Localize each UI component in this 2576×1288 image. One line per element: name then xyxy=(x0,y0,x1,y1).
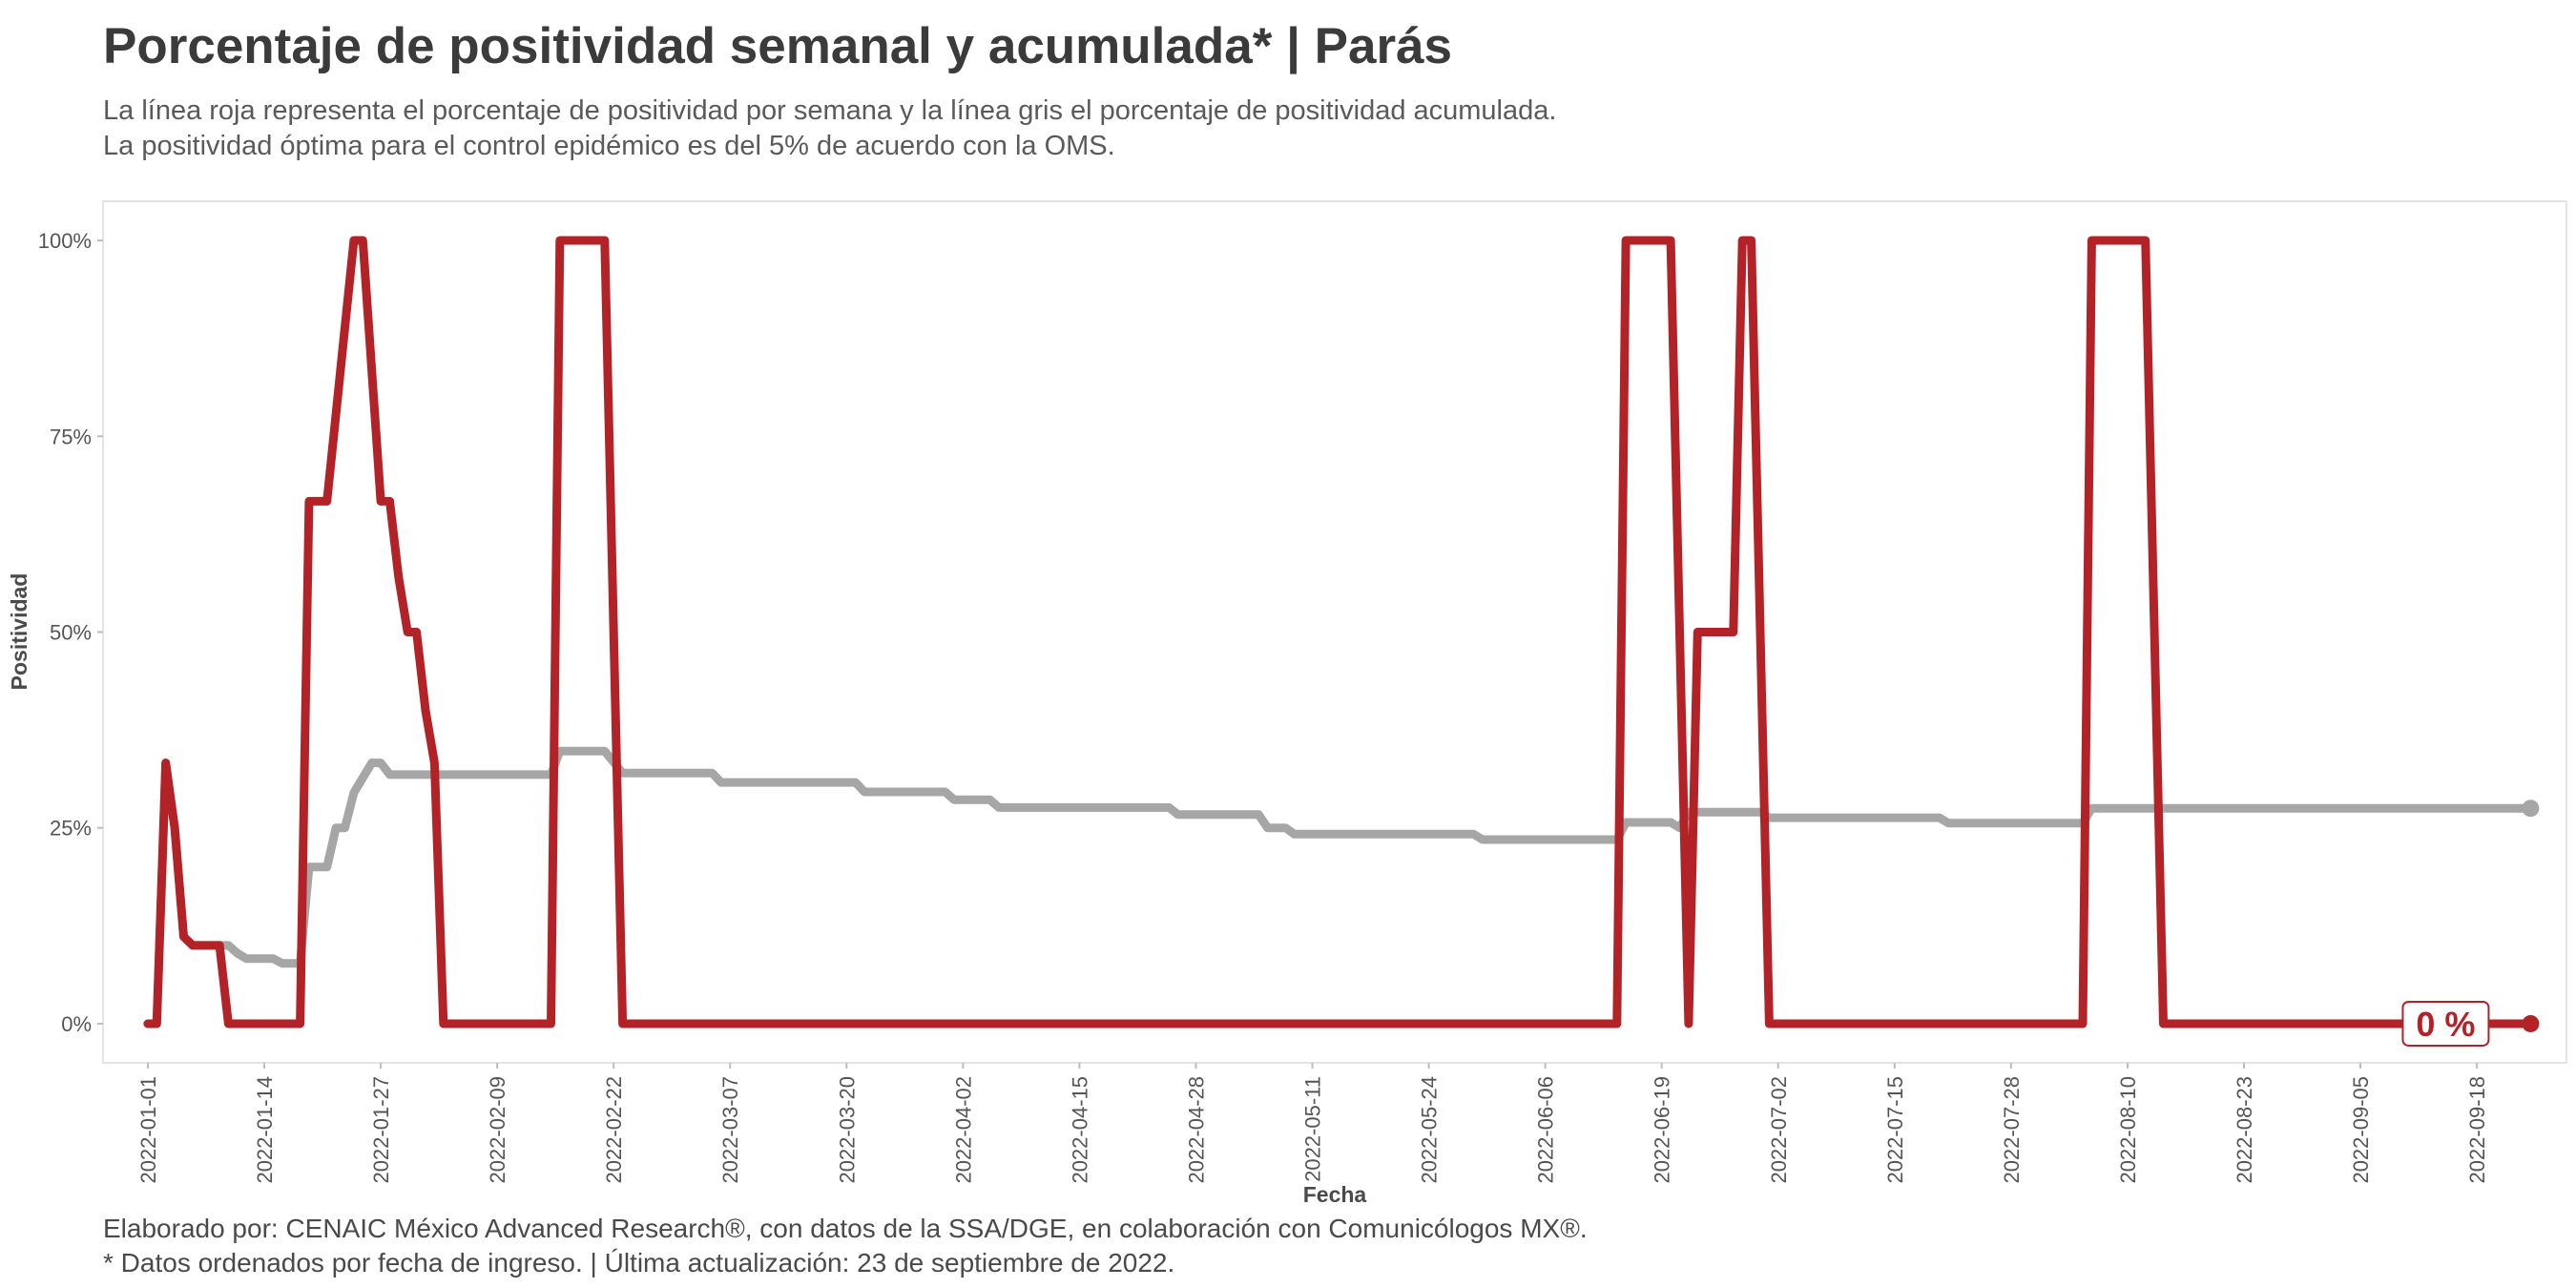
x-tick-label: 2022-07-15 xyxy=(1883,1076,1907,1184)
x-tick-label: 2022-01-14 xyxy=(253,1076,277,1184)
x-tick-label: 2022-02-22 xyxy=(602,1076,626,1184)
x-tick-label: 2022-08-10 xyxy=(2116,1076,2140,1184)
x-tick-label: 2022-08-23 xyxy=(2233,1076,2256,1184)
y-tick-label: 75% xyxy=(50,425,92,448)
chart-subtitle: La línea roja representa el porcentaje d… xyxy=(103,93,1556,164)
caption-line-1: Elaborado por: CENAIC México Advanced Re… xyxy=(103,1214,1588,1243)
series-layer: 0 % xyxy=(143,236,2540,1047)
y-tick-label: 0% xyxy=(61,1012,92,1036)
plot-panel xyxy=(102,200,2567,1064)
x-tick-label: 2022-01-27 xyxy=(369,1076,393,1184)
x-tick-label: 2022-07-02 xyxy=(1767,1076,1791,1184)
y-axis-ticks: 0% 25% 50% 75% 100% xyxy=(38,229,103,1036)
x-axis-title: Fecha xyxy=(1303,1182,1367,1207)
weekly-positivity-line xyxy=(143,236,2535,1028)
x-tick-label: 2022-04-15 xyxy=(1068,1076,1091,1184)
weekly-end-point xyxy=(2522,1014,2540,1032)
x-tick-label: 2022-03-20 xyxy=(835,1076,859,1184)
x-tick-label: 2022-05-11 xyxy=(1301,1076,1325,1182)
y-axis-title: Positividad xyxy=(7,573,31,691)
x-tick-label: 2022-09-18 xyxy=(2465,1076,2489,1184)
cumulative-positivity-line xyxy=(143,746,2535,1028)
cumulative-end-point xyxy=(2522,800,2540,818)
y-tick-label: 100% xyxy=(38,229,92,253)
y-tick-label: 25% xyxy=(50,817,92,841)
subtitle-line-1: La línea roja representa el porcentaje d… xyxy=(103,95,1557,126)
end-value-label: 0 % xyxy=(2401,1000,2490,1047)
x-tick-label: 2022-09-05 xyxy=(2349,1076,2373,1184)
caption-line-2: * Datos ordenados por fecha de ingreso. … xyxy=(103,1248,1175,1278)
x-tick-label: 2022-03-07 xyxy=(718,1076,742,1184)
end-label-text: 0 % xyxy=(2416,1005,2475,1044)
x-tick-label: 2022-04-28 xyxy=(1184,1076,1208,1184)
x-tick-label: 2022-07-28 xyxy=(2000,1076,2024,1184)
subtitle-line-2: La positividad óptima para el control ep… xyxy=(103,131,1115,161)
chart-title: Porcentaje de positividad semanal y acum… xyxy=(103,18,1453,74)
x-tick-label: 2022-04-02 xyxy=(951,1076,975,1184)
x-tick-label: 2022-02-09 xyxy=(486,1076,509,1184)
x-tick-label: 2022-05-24 xyxy=(1418,1076,1442,1184)
y-tick-label: 50% xyxy=(50,621,92,645)
x-tick-label: 2022-06-06 xyxy=(1534,1076,1558,1184)
chart-caption: Elaborado por: CENAIC México Advanced Re… xyxy=(103,1212,1588,1280)
x-axis-ticks: 2022-01-01 2022-01-14 2022-01-27 2022-02-09… xyxy=(136,1063,2489,1184)
end-label-box xyxy=(2401,1000,2490,1047)
x-tick-label: 2022-06-19 xyxy=(1651,1076,1674,1184)
x-tick-label: 2022-01-01 xyxy=(136,1076,160,1184)
